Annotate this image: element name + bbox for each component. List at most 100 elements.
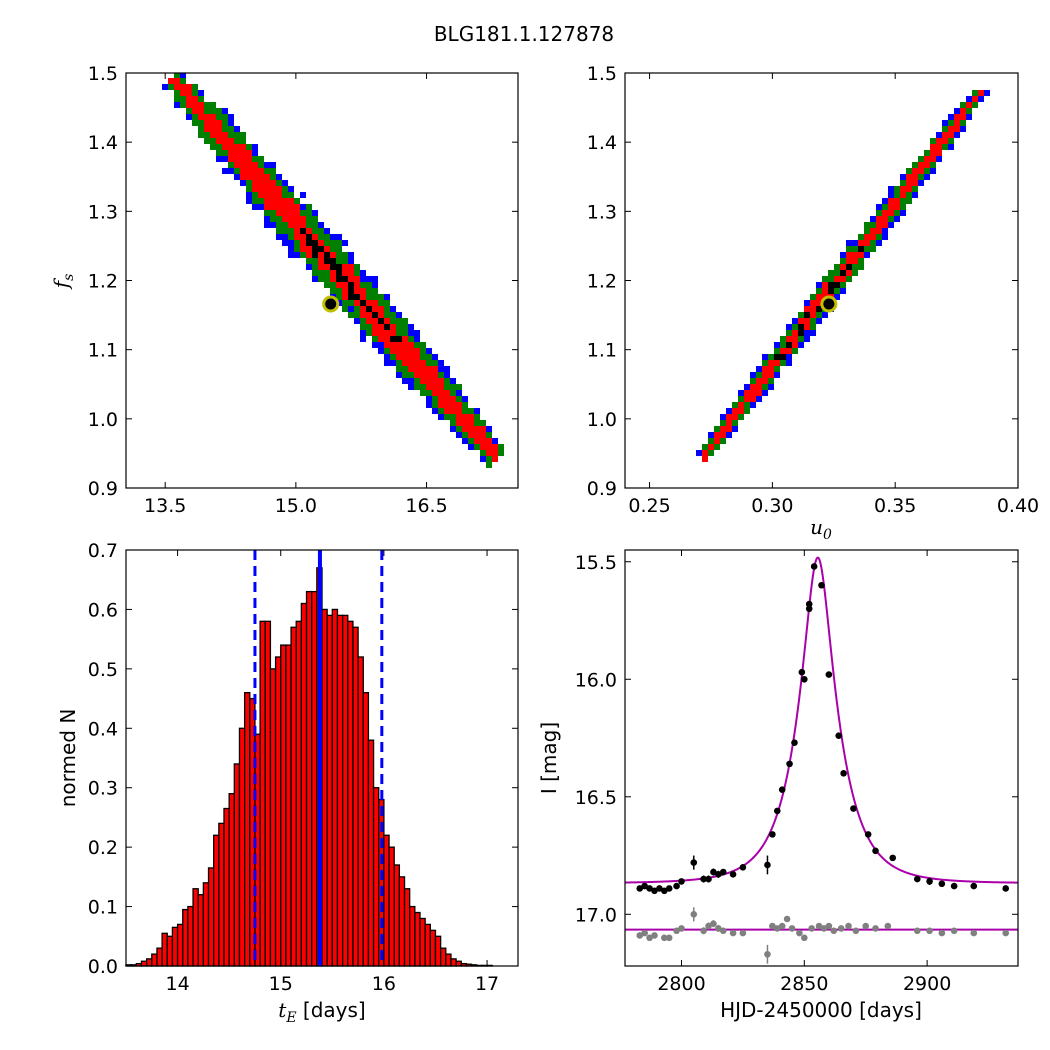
panel-fs-vs-te-cell (366, 300, 372, 306)
panel-fs-vs-te-cell (384, 300, 390, 306)
panel-fs-vs-te-cell (486, 444, 492, 450)
panel-fs-vs-te-cell (306, 258, 312, 264)
panel-fs-vs-te-cell (270, 168, 276, 174)
panel-fs-vs-u0-cell (798, 342, 804, 348)
panel-fs-vs-u0-cell (792, 318, 798, 324)
panel-fs-vs-te-cell (192, 90, 198, 96)
panel-fs-vs-te-cell (396, 336, 402, 342)
panel-fs-vs-te-cell (366, 294, 372, 300)
panel-fs-vs-te-cell (492, 456, 498, 462)
panel-fs-vs-u0-cell (756, 390, 762, 396)
panel-fs-vs-u0-cell (900, 192, 906, 198)
panel-fs-vs-te-cell (276, 204, 282, 210)
panel-fs-vs-te-cell (240, 156, 246, 162)
panel-fs-vs-te-cell (330, 282, 336, 288)
panel-fs-vs-te-cell (300, 246, 306, 252)
panel-fs-vs-te-cell (486, 438, 492, 444)
panel-fs-vs-te-cell (288, 228, 294, 234)
panel-fs-vs-u0-cell (816, 312, 822, 318)
panel-fs-vs-te-cell (432, 354, 438, 360)
panel-fs-vs-u0-cell (774, 342, 780, 348)
histogram-bar (388, 846, 395, 967)
panel-fs-vs-u0-cell (846, 276, 852, 282)
panel-fs-vs-te-cell (318, 264, 324, 270)
panel-fs-vs-u0-cell (726, 426, 732, 432)
panel-fs-vs-u0-cell (822, 282, 828, 288)
panel-fs-vs-te-cell (342, 252, 348, 258)
panel-fs-vs-u0-cell (792, 348, 798, 354)
panel-fs-vs-u0-cell (918, 156, 924, 162)
panel-fs-vs-u0-cell (762, 390, 768, 396)
panel-fs-vs-te-ytick-label: 1.2 (88, 271, 118, 293)
panel-fs-vs-te-cell (426, 378, 432, 384)
panel-fs-vs-te-cell (240, 132, 246, 138)
panel-fs-vs-te-cell (372, 294, 378, 300)
panel-fs-vs-te-cell (414, 378, 420, 384)
panel-fs-vs-te-cell (306, 216, 312, 222)
panel-fs-vs-u0-cell (774, 366, 780, 372)
panel-fs-vs-u0-cell (834, 270, 840, 276)
panel-fs-vs-u0-cell (828, 288, 834, 294)
histogram-bar (207, 867, 215, 967)
panel-fs-vs-te-cell (198, 102, 204, 108)
residual-point (825, 922, 833, 930)
residual-point (815, 922, 823, 930)
panel-fs-vs-te-cell (408, 330, 414, 336)
panel-fs-vs-u0-cell (720, 426, 726, 432)
panel-light-curve-ytick-label: 15.5 (575, 552, 617, 574)
panel-fs-vs-te-cell (318, 240, 324, 246)
panel-fs-vs-te-cell (324, 234, 330, 240)
panel-fs-vs-u0-cell (900, 198, 906, 204)
panel-fs-vs-u0-cell (750, 372, 756, 378)
panel-fs-vs-u0-cell (768, 360, 774, 366)
panel-fs-vs-te-cell (216, 132, 222, 138)
panel-fs-vs-u0-cell (906, 192, 912, 198)
panel-fs-vs-te-cell (240, 168, 246, 174)
panel-fs-vs-te-cell (300, 240, 306, 246)
panel-fs-vs-te-cell (270, 192, 276, 198)
panel-fs-vs-u0-cell (900, 210, 906, 216)
panel-fs-vs-te-cell (312, 210, 318, 216)
panel-fs-vs-u0-cell (840, 270, 846, 276)
panel-fs-vs-te-cell (402, 360, 408, 366)
panel-fs-vs-te-cell (378, 306, 384, 312)
panel-fs-vs-te-cell (264, 210, 270, 216)
panel-fs-vs-te-cell (450, 420, 456, 426)
panel-fs-vs-te-cell (408, 336, 414, 342)
residual-point (690, 910, 698, 918)
residual-point (678, 925, 685, 932)
panel-fs-vs-te-cell (312, 276, 318, 282)
panel-fs-vs-u0-cell (876, 210, 882, 216)
panel-fs-vs-u0-cell (786, 336, 792, 342)
panel-fs-vs-u0-cell (888, 198, 894, 204)
panel-fs-vs-te-cell (270, 216, 276, 222)
panel-fs-vs-u0-cell (762, 384, 768, 390)
panel-fs-vs-u0-cell (894, 186, 900, 192)
panel-fs-vs-u0-cell (870, 246, 876, 252)
panel-fs-vs-te-cell (222, 150, 228, 156)
panel-fs-vs-te-cell (300, 210, 306, 216)
panel-fs-vs-te-cell (288, 198, 294, 204)
panel-fs-vs-te-cell (330, 264, 336, 270)
panel-fs-vs-te-cell (468, 408, 474, 414)
residual-point (651, 932, 658, 939)
histogram-bar (187, 905, 194, 967)
panel-fs-vs-te-cell (288, 234, 294, 240)
panel-fs-vs-te-cell (384, 348, 390, 354)
panel-fs-vs-te-cell (270, 198, 276, 204)
panel-fs-vs-u0-cell (768, 354, 774, 360)
panel-fs-vs-u0-cell (888, 186, 894, 192)
panel-fs-vs-te-cell (198, 108, 204, 114)
residual-point (705, 922, 712, 930)
panel-fs-vs-u0-cell (756, 372, 762, 378)
panel-fs-vs-te-cell (240, 144, 246, 150)
panel-fs-vs-u0-cell (900, 204, 906, 210)
panel-fs-vs-te-cell (378, 348, 384, 354)
panel-fs-vs-u0-cell (930, 150, 936, 156)
panel-fs-vs-u0-cell (882, 222, 888, 228)
panel-fs-vs-te-cell (348, 288, 354, 294)
panel-te-histogram-ytick-label: 0.0 (88, 956, 118, 978)
residual-point (913, 927, 921, 935)
residual-point (769, 922, 776, 930)
residual-point (665, 934, 673, 942)
